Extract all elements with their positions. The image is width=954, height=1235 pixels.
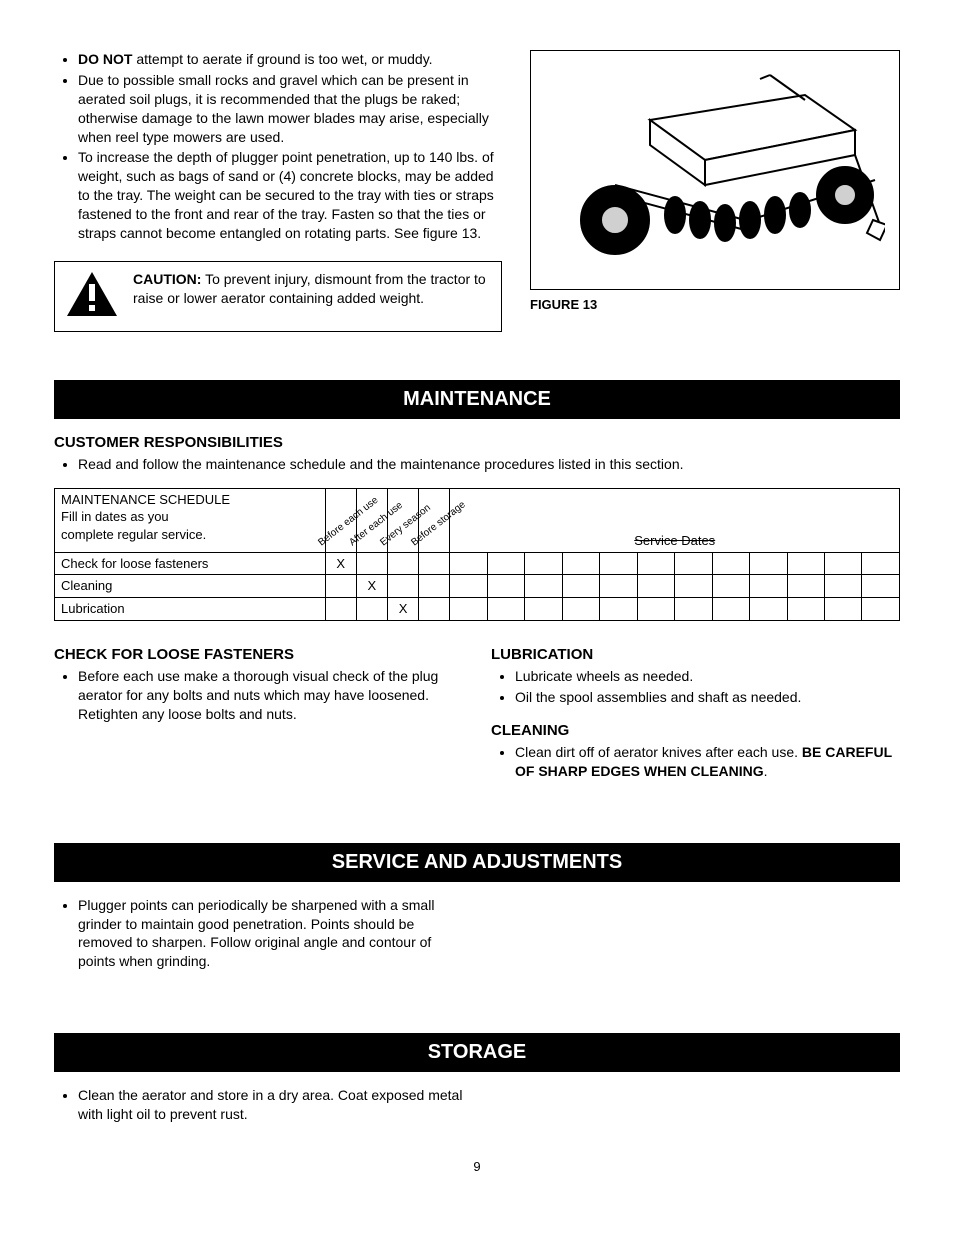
lub-bullet-1: Lubricate wheels as needed. <box>515 667 900 686</box>
bullet-do-not: DO NOT attempt to aerate if ground is to… <box>78 50 502 69</box>
clean-pre: Clean dirt off of aerator knives after e… <box>515 744 802 760</box>
sched-title-cell: MAINTENANCE SCHEDULE Fill in dates as yo… <box>55 488 326 552</box>
caution-label: CAUTION: <box>133 271 201 287</box>
cleaning-list: Clean dirt off of aerator knives after e… <box>491 743 900 781</box>
x-mark: X <box>356 575 387 598</box>
caution-box: CAUTION: To prevent injury, dismount fro… <box>54 261 502 332</box>
cust-resp-list: Read and follow the maintenance schedule… <box>54 455 900 474</box>
lubrication-heading: LUBRICATION <box>491 645 900 665</box>
sched-t2: Fill in dates as you <box>61 509 169 524</box>
service-list: Plugger points can periodically be sharp… <box>54 896 463 972</box>
check-fasteners-list: Before each use make a thorough visual c… <box>54 667 463 724</box>
storage-bullet: Clean the aerator and store in a dry are… <box>78 1086 463 1124</box>
storage-list: Clean the aerator and store in a dry are… <box>54 1086 463 1124</box>
cust-resp-heading: CUSTOMER RESPONSIBILITIES <box>54 433 900 453</box>
row-lubrication: Lubrication <box>55 598 326 621</box>
bullet-rocks: Due to possible small rocks and gravel w… <box>78 71 502 147</box>
top-bullet-list: DO NOT attempt to aerate if ground is to… <box>54 50 502 243</box>
do-not-text: attempt to aerate if ground is too wet, … <box>132 51 432 67</box>
table-row: Check for loose fasteners X <box>55 552 900 575</box>
storage-header: STORAGE <box>54 1033 900 1072</box>
cleaning-heading: CLEANING <box>491 721 900 741</box>
bullet-weight: To increase the depth of plugger point p… <box>78 148 502 242</box>
maintenance-header: MAINTENANCE <box>54 380 900 419</box>
check-fasteners-bullet: Before each use make a thorough visual c… <box>78 667 463 724</box>
service-header: SERVICE AND ADJUSTMENTS <box>54 843 900 882</box>
warning-icon <box>65 270 119 323</box>
figure-13-image <box>530 50 900 290</box>
x-mark: X <box>325 552 356 575</box>
lubrication-list: Lubricate wheels as needed. Oil the spoo… <box>491 667 900 707</box>
cleaning-bullet: Clean dirt off of aerator knives after e… <box>515 743 900 781</box>
clean-post: . <box>764 763 768 779</box>
x-mark: X <box>388 598 419 621</box>
row-cleaning: Cleaning <box>55 575 326 598</box>
cust-resp-bullet: Read and follow the maintenance schedule… <box>78 455 900 474</box>
sched-t3: complete regular service. <box>61 527 206 542</box>
sched-t1: MAINTENANCE SCHEDULE <box>61 492 230 507</box>
do-not-bold: DO NOT <box>78 51 132 67</box>
table-row: Lubrication X <box>55 598 900 621</box>
service-bullet: Plugger points can periodically be sharp… <box>78 896 463 972</box>
lub-bullet-2: Oil the spool assemblies and shaft as ne… <box>515 688 900 707</box>
caution-text-wrap: CAUTION: To prevent injury, dismount fro… <box>133 270 491 308</box>
figure-13-label: FIGURE 13 <box>530 296 900 314</box>
diag-before-storage: Before storage <box>419 488 450 552</box>
page-number: 9 <box>54 1158 900 1176</box>
table-row: Cleaning X <box>55 575 900 598</box>
maintenance-schedule-table: MAINTENANCE SCHEDULE Fill in dates as yo… <box>54 488 900 621</box>
row-check: Check for loose fasteners <box>55 552 326 575</box>
service-dates-label: Service Dates <box>450 488 900 552</box>
check-fasteners-heading: CHECK FOR LOOSE FASTENERS <box>54 645 463 665</box>
